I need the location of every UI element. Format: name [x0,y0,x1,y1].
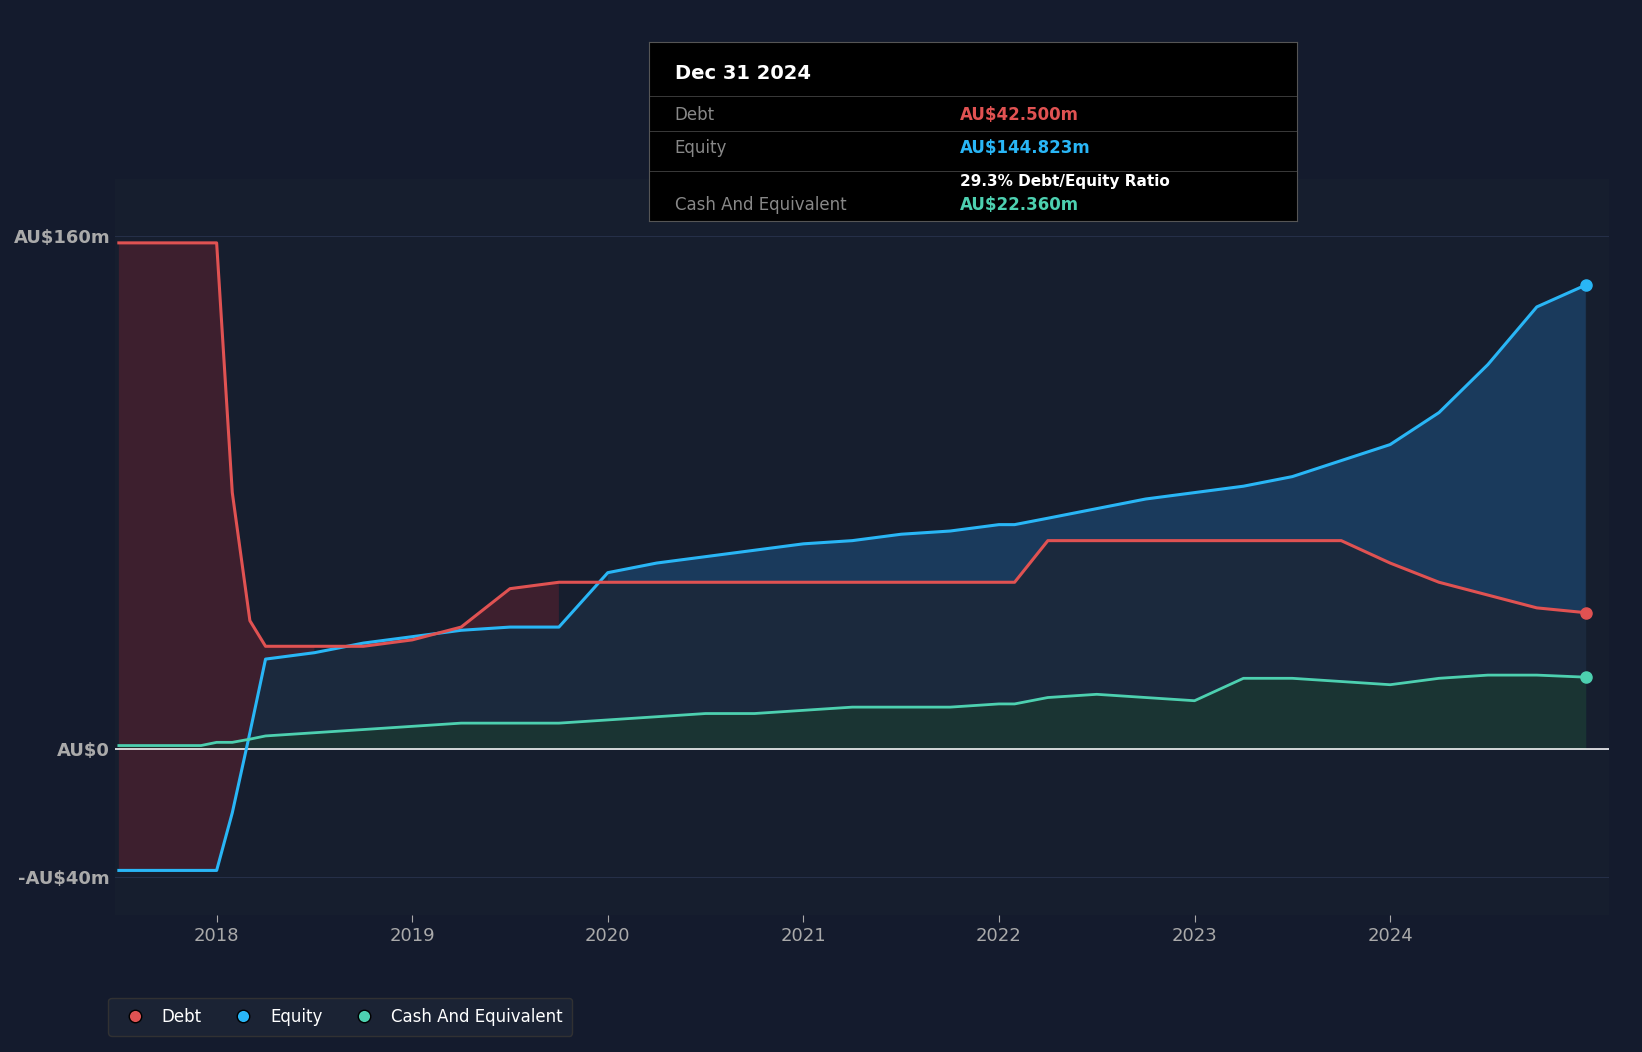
Text: 29.3% Debt/Equity Ratio: 29.3% Debt/Equity Ratio [961,174,1169,189]
Text: AU$22.360m: AU$22.360m [961,196,1079,214]
Text: Debt: Debt [675,105,714,123]
Text: AU$144.823m: AU$144.823m [961,140,1090,158]
Text: Equity: Equity [675,140,727,158]
Text: Cash And Equivalent: Cash And Equivalent [675,196,846,214]
Legend: Debt, Equity, Cash And Equivalent: Debt, Equity, Cash And Equivalent [108,997,573,1036]
Text: Dec 31 2024: Dec 31 2024 [675,63,811,82]
Text: AU$42.500m: AU$42.500m [961,105,1079,123]
